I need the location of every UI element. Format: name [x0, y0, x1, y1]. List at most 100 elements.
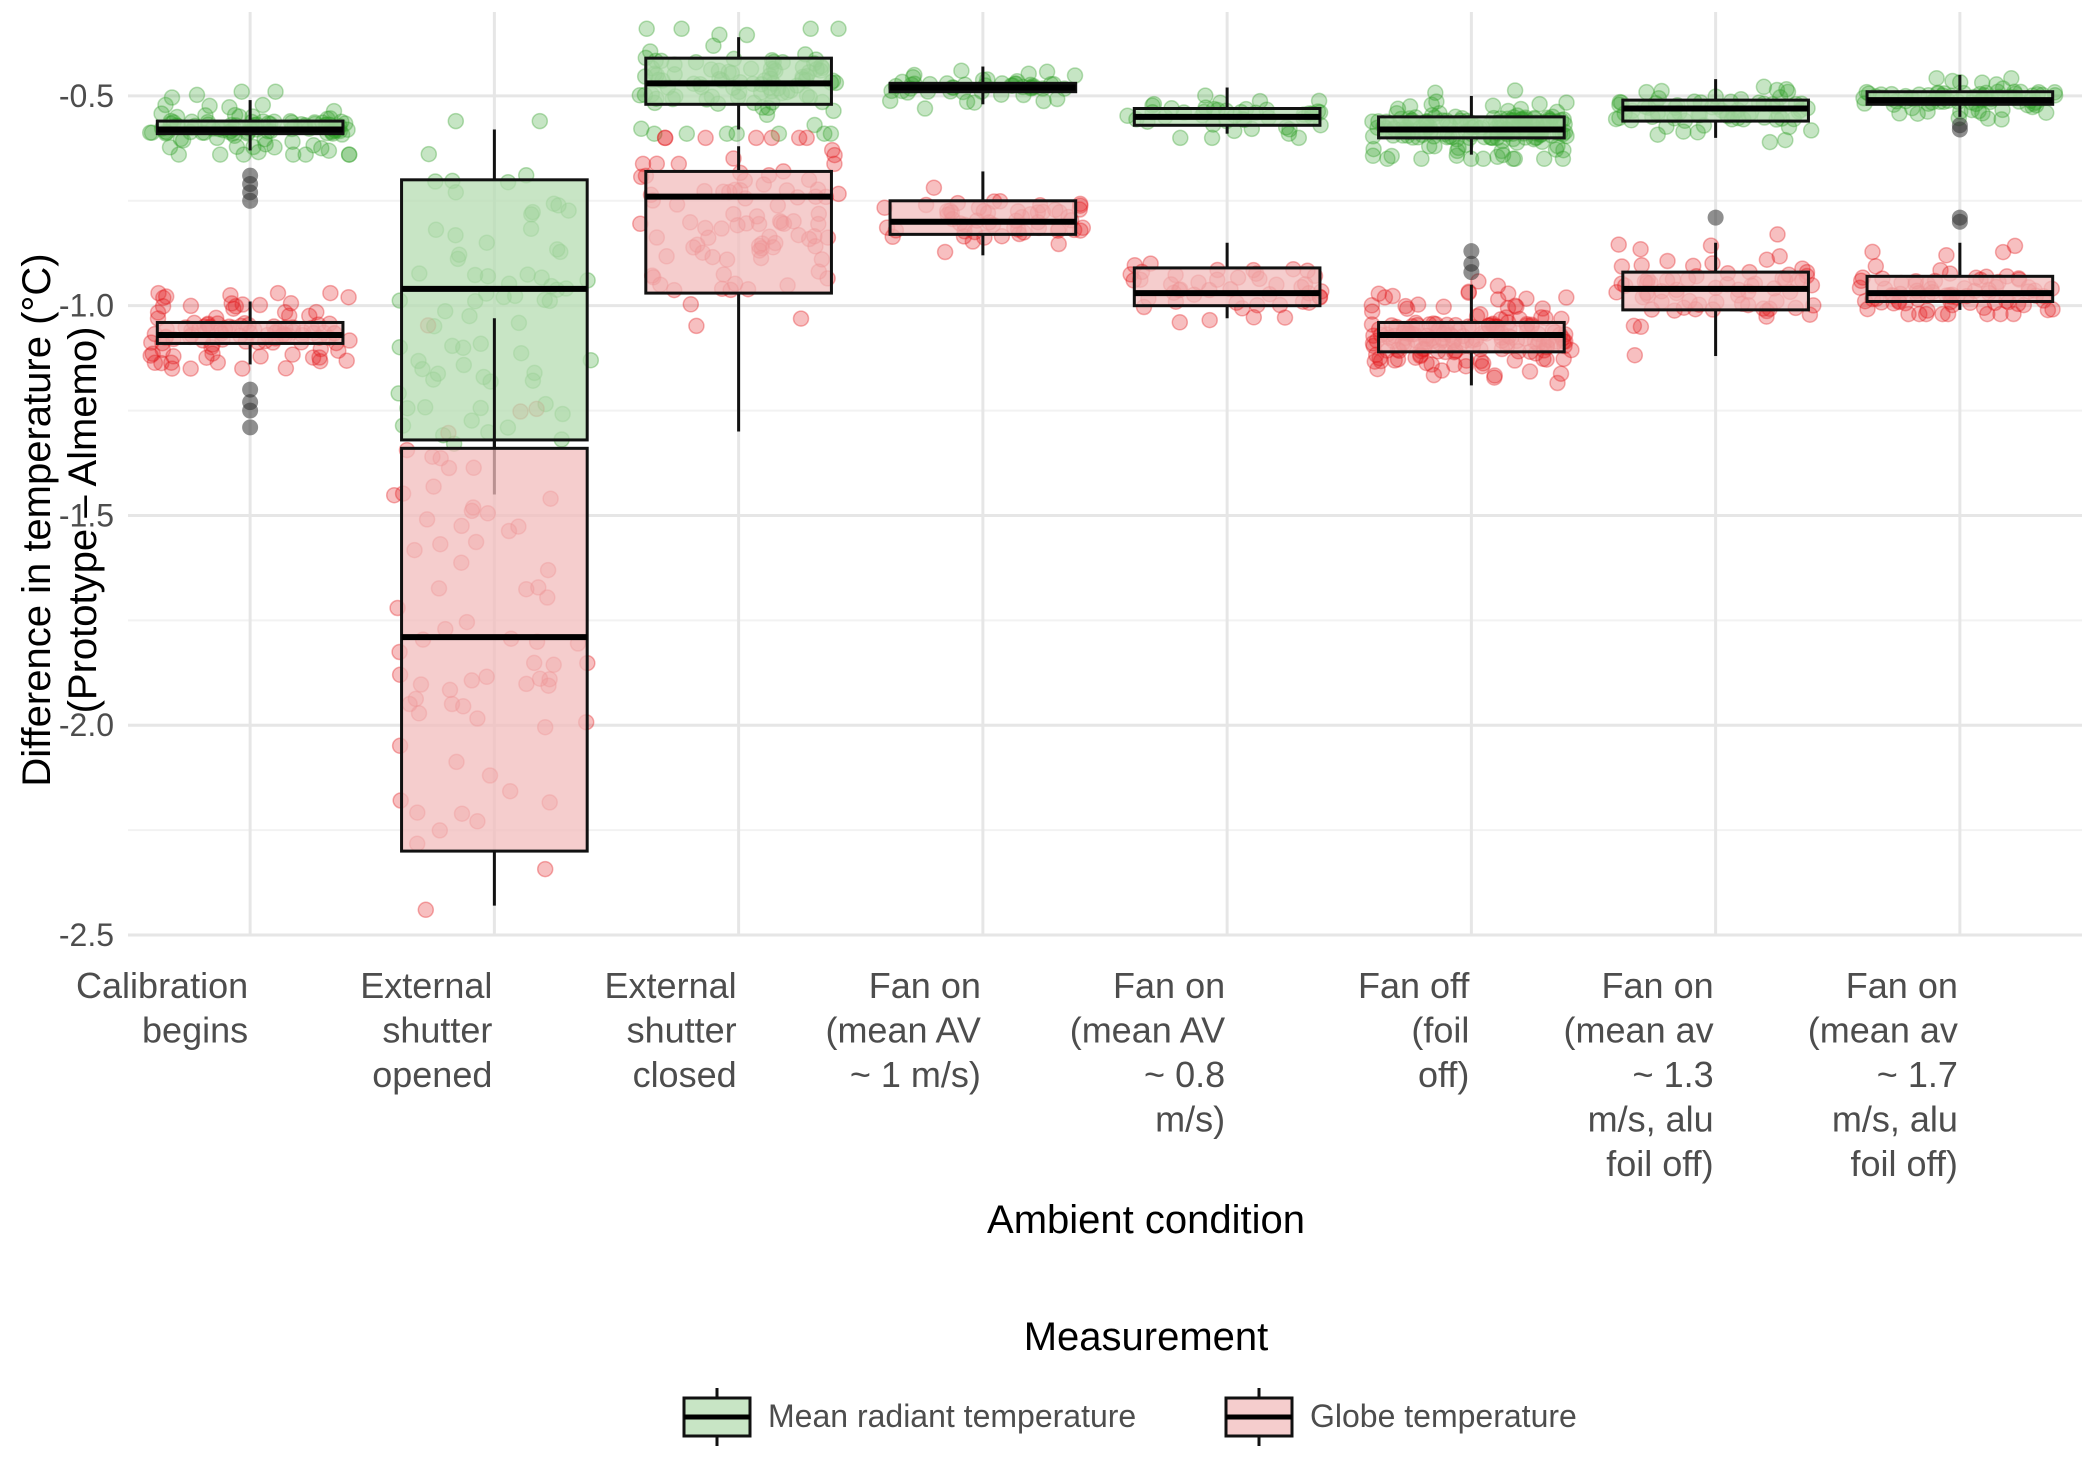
y-tick-label: -2.5	[59, 917, 114, 953]
data-point	[682, 296, 700, 313]
data-point	[1365, 140, 1382, 158]
data-point	[146, 354, 164, 372]
data-point	[1928, 69, 1945, 87]
data-point	[1370, 285, 1388, 302]
data-point	[638, 20, 655, 38]
data-point	[1653, 82, 1670, 100]
data-point	[222, 286, 239, 304]
data-point	[1521, 363, 1539, 380]
data-point	[153, 354, 170, 372]
data-point	[251, 296, 269, 314]
x-tick-label: Fan on(mean AV~ 0.8m/s)	[1070, 965, 1225, 1140]
data-point	[297, 146, 314, 163]
box-globe-7	[1865, 209, 2055, 310]
outlier-point	[242, 381, 259, 398]
box-mean-radiant-3	[888, 66, 1078, 105]
data-point	[1493, 142, 1510, 160]
data-point	[1891, 105, 1908, 122]
data-point	[1552, 365, 1570, 382]
data-point	[1486, 367, 1503, 384]
data-point	[188, 86, 206, 104]
data-point	[163, 89, 181, 106]
data-point	[1771, 248, 1788, 265]
data-point	[1779, 83, 1797, 101]
data-point	[1626, 346, 1644, 364]
legend-key-mean-radiant-temperature	[682, 1388, 752, 1446]
data-point	[1506, 150, 1524, 168]
legend-label-mean-radiant-temperature: Mean radiant temperature	[768, 1398, 1136, 1434]
box-mean-radiant-6	[1621, 79, 1810, 138]
x-tick-label-line: m/s, alu	[1588, 1099, 1714, 1140]
data-point	[161, 139, 179, 156]
data-point	[1197, 87, 1214, 104]
data-point	[1486, 369, 1503, 386]
data-point	[822, 125, 840, 142]
data-point	[1632, 318, 1650, 336]
data-point	[269, 284, 287, 302]
data-point	[209, 354, 227, 371]
y-tick-label: -1.0	[59, 288, 114, 324]
x-tick-label-line: External	[605, 965, 737, 1006]
data-point	[1290, 129, 1308, 147]
x-tick-label-line: (mean av	[1564, 1010, 1714, 1051]
data-point	[673, 20, 690, 38]
data-point	[1919, 302, 1936, 319]
data-point	[1413, 150, 1430, 168]
data-point	[1050, 235, 1067, 253]
data-point	[1364, 147, 1382, 165]
data-point	[1554, 150, 1572, 168]
data-point	[1939, 305, 1957, 323]
data-point	[925, 179, 943, 196]
box-iqr	[400, 446, 589, 853]
data-point	[157, 288, 175, 305]
data-point	[1475, 150, 1492, 168]
data-point	[417, 901, 435, 919]
data-point	[798, 129, 815, 147]
data-point	[170, 146, 188, 163]
data-point	[311, 352, 329, 370]
data-point	[1020, 65, 1037, 82]
outlier-point	[242, 192, 259, 209]
data-point	[728, 125, 745, 142]
data-point	[816, 125, 833, 142]
data-point	[1499, 299, 1517, 317]
box-globe-5	[1377, 243, 1566, 386]
data-point	[149, 304, 167, 321]
data-point	[1276, 309, 1294, 326]
data-point	[1203, 129, 1221, 147]
data-point	[1625, 317, 1643, 335]
data-point	[157, 96, 174, 114]
data-point	[1379, 150, 1396, 168]
outlier-point	[1951, 121, 1968, 138]
data-point	[688, 317, 705, 335]
data-point	[1911, 305, 1928, 323]
legend-item-globe-temperature: Globe temperature	[1224, 1388, 1577, 1446]
data-point	[1171, 314, 1189, 331]
data-point	[531, 112, 549, 130]
data-point	[1376, 289, 1394, 306]
data-point	[656, 129, 674, 147]
y-axis-title-line-2: (Prototype – Almemo)	[61, 327, 105, 714]
data-point	[1555, 141, 1572, 159]
data-point	[1473, 357, 1491, 375]
x-tick-label-line: Fan off	[1358, 965, 1470, 1006]
data-point	[1549, 374, 1566, 392]
data-point	[267, 83, 284, 100]
box-globe-6	[1621, 209, 1810, 357]
data-point	[648, 155, 666, 172]
data-point	[1366, 353, 1384, 370]
x-tick-label-line: ~ 0.8	[1144, 1054, 1225, 1095]
data-point	[1450, 139, 1467, 157]
box-mean-radiant-4	[1132, 87, 1322, 134]
outlier-point	[1463, 264, 1480, 281]
data-point	[1383, 147, 1400, 165]
x-tick-label-line: shutter	[382, 1010, 492, 1051]
data-point	[163, 354, 180, 371]
data-point	[234, 360, 251, 377]
data-point	[790, 129, 808, 147]
